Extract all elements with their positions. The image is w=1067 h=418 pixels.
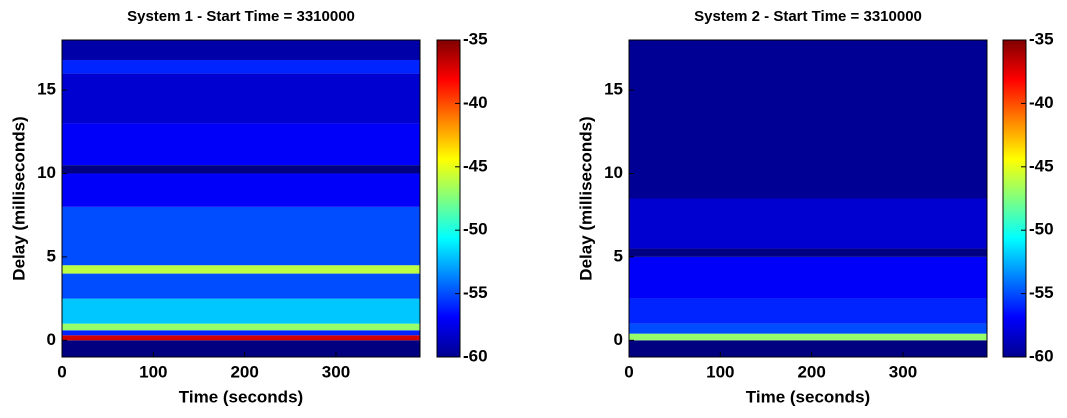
heatmap-band: [62, 165, 420, 174]
colorbar-tick-label: -45: [463, 156, 488, 175]
colorbar-tick-label: -40: [463, 93, 488, 112]
x-tick-label: 200: [797, 362, 825, 381]
y-tick-label: 5: [47, 246, 56, 265]
heatmap-band: [62, 206, 420, 266]
x-tick-label: 100: [139, 362, 167, 381]
y-tick-label: 10: [37, 163, 56, 182]
colorbar-tick-label: -55: [1029, 283, 1054, 302]
x-tick-label: 0: [57, 362, 66, 381]
heatmap-band: [62, 173, 420, 207]
colorbar: [436, 39, 461, 358]
heatmap-band: [62, 323, 420, 331]
y-tick-label: 15: [604, 80, 623, 99]
heatmap-band: [62, 123, 420, 166]
heatmap-band: [62, 40, 420, 61]
heatmap-band: [62, 73, 420, 124]
colorbar-tick-label: -35: [463, 29, 488, 48]
x-tick-label: 300: [889, 362, 917, 381]
x-tick-label: 200: [230, 362, 258, 381]
colorbar-tick-label: -55: [463, 283, 488, 302]
colorbar-tick-label: -40: [1029, 93, 1054, 112]
axes-frame: [61, 39, 421, 358]
colorbar-tick-label: -60: [1029, 346, 1054, 365]
chart-title: System 1 - Start Time = 3310000: [127, 8, 355, 25]
y-axis-label: Delay (milliseconds): [576, 116, 595, 280]
heatmap-band: [629, 333, 987, 341]
heatmap-band: [62, 330, 420, 336]
heatmap-band: [629, 298, 987, 324]
colorbar-tick-label: -60: [463, 346, 488, 365]
heatmap-band: [629, 198, 987, 249]
axes-frame: [628, 39, 988, 358]
y-axis-label: Delay (milliseconds): [9, 116, 28, 280]
heatmap-band: [62, 335, 420, 341]
heatmap-band: [629, 40, 987, 199]
colorbar: [1002, 39, 1027, 358]
chart-title: System 2 - Start Time = 3310000: [694, 8, 922, 25]
x-tick-label: 300: [322, 362, 350, 381]
x-axis-label: Time (seconds): [179, 387, 303, 406]
colorbar-tick-label: -50: [463, 220, 488, 239]
heatmap-band: [629, 248, 987, 257]
heatmap-band: [629, 340, 987, 357]
heatmap-band: [629, 323, 987, 334]
x-tick-label: 0: [624, 362, 633, 381]
heatmap-band: [629, 256, 987, 299]
colorbar-tick-label: -50: [1029, 220, 1054, 239]
y-tick-label: 5: [614, 246, 623, 265]
heatmap-band: [62, 340, 420, 357]
y-tick-label: 0: [614, 330, 623, 349]
heatmap-band: [62, 273, 420, 299]
heatmap-band: [62, 265, 420, 274]
colorbar-tick-label: -35: [1029, 29, 1054, 48]
x-tick-label: 100: [706, 362, 734, 381]
heatmap-band: [62, 298, 420, 324]
y-tick-label: 0: [47, 330, 56, 349]
y-tick-label: 15: [37, 80, 56, 99]
heatmap-band: [62, 60, 420, 74]
x-axis-label: Time (seconds): [746, 387, 870, 406]
y-tick-label: 10: [604, 163, 623, 182]
colorbar-tick-label: -45: [1029, 156, 1054, 175]
